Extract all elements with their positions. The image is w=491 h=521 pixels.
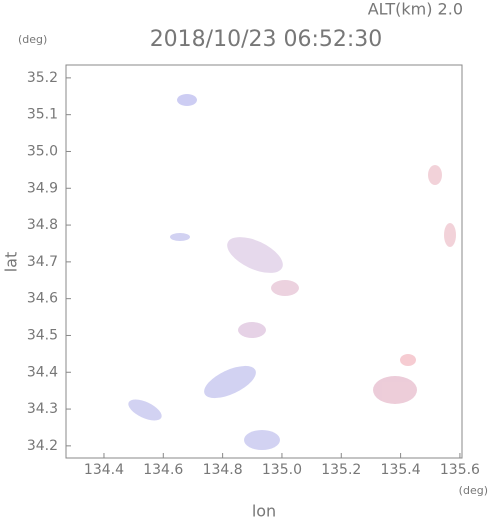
x-tick-label: 135.2 (321, 462, 361, 478)
y-tick-label: 34.2 (27, 438, 58, 454)
y-tick-label: 34.3 (27, 401, 58, 417)
x-tick-label: 135.4 (381, 462, 421, 478)
x-tick-label: 134.6 (143, 462, 183, 478)
chart-title: 2018/10/23 06:52:30 (150, 27, 383, 52)
x-tick-label: 134.8 (203, 462, 243, 478)
echoes (128, 94, 456, 450)
x-tick-label: 135.6 (440, 462, 480, 478)
y-axis-label: lat (2, 252, 21, 273)
y-unit: (deg) (18, 33, 47, 46)
x-tick-label: 135.0 (262, 462, 302, 478)
x-unit: (deg) (459, 484, 488, 497)
y-tick-label: 34.8 (27, 217, 58, 233)
y-tick-label: 34.5 (27, 327, 58, 343)
y-tick-label: 34.6 (27, 291, 58, 307)
x-axis-label: lon (252, 502, 276, 521)
y-tick-label: 34.4 (27, 364, 58, 380)
x-tick-label: 134.4 (84, 462, 124, 478)
y-tick-label: 35.0 (27, 143, 58, 159)
y-tick-label: 34.9 (27, 180, 58, 196)
y-tick-label: 35.1 (27, 107, 58, 123)
y-tick-label: 35.2 (27, 70, 58, 86)
y-tick-label: 34.7 (27, 254, 58, 270)
chart-subtitle: ALT(km) 2.0 (368, 0, 463, 19)
